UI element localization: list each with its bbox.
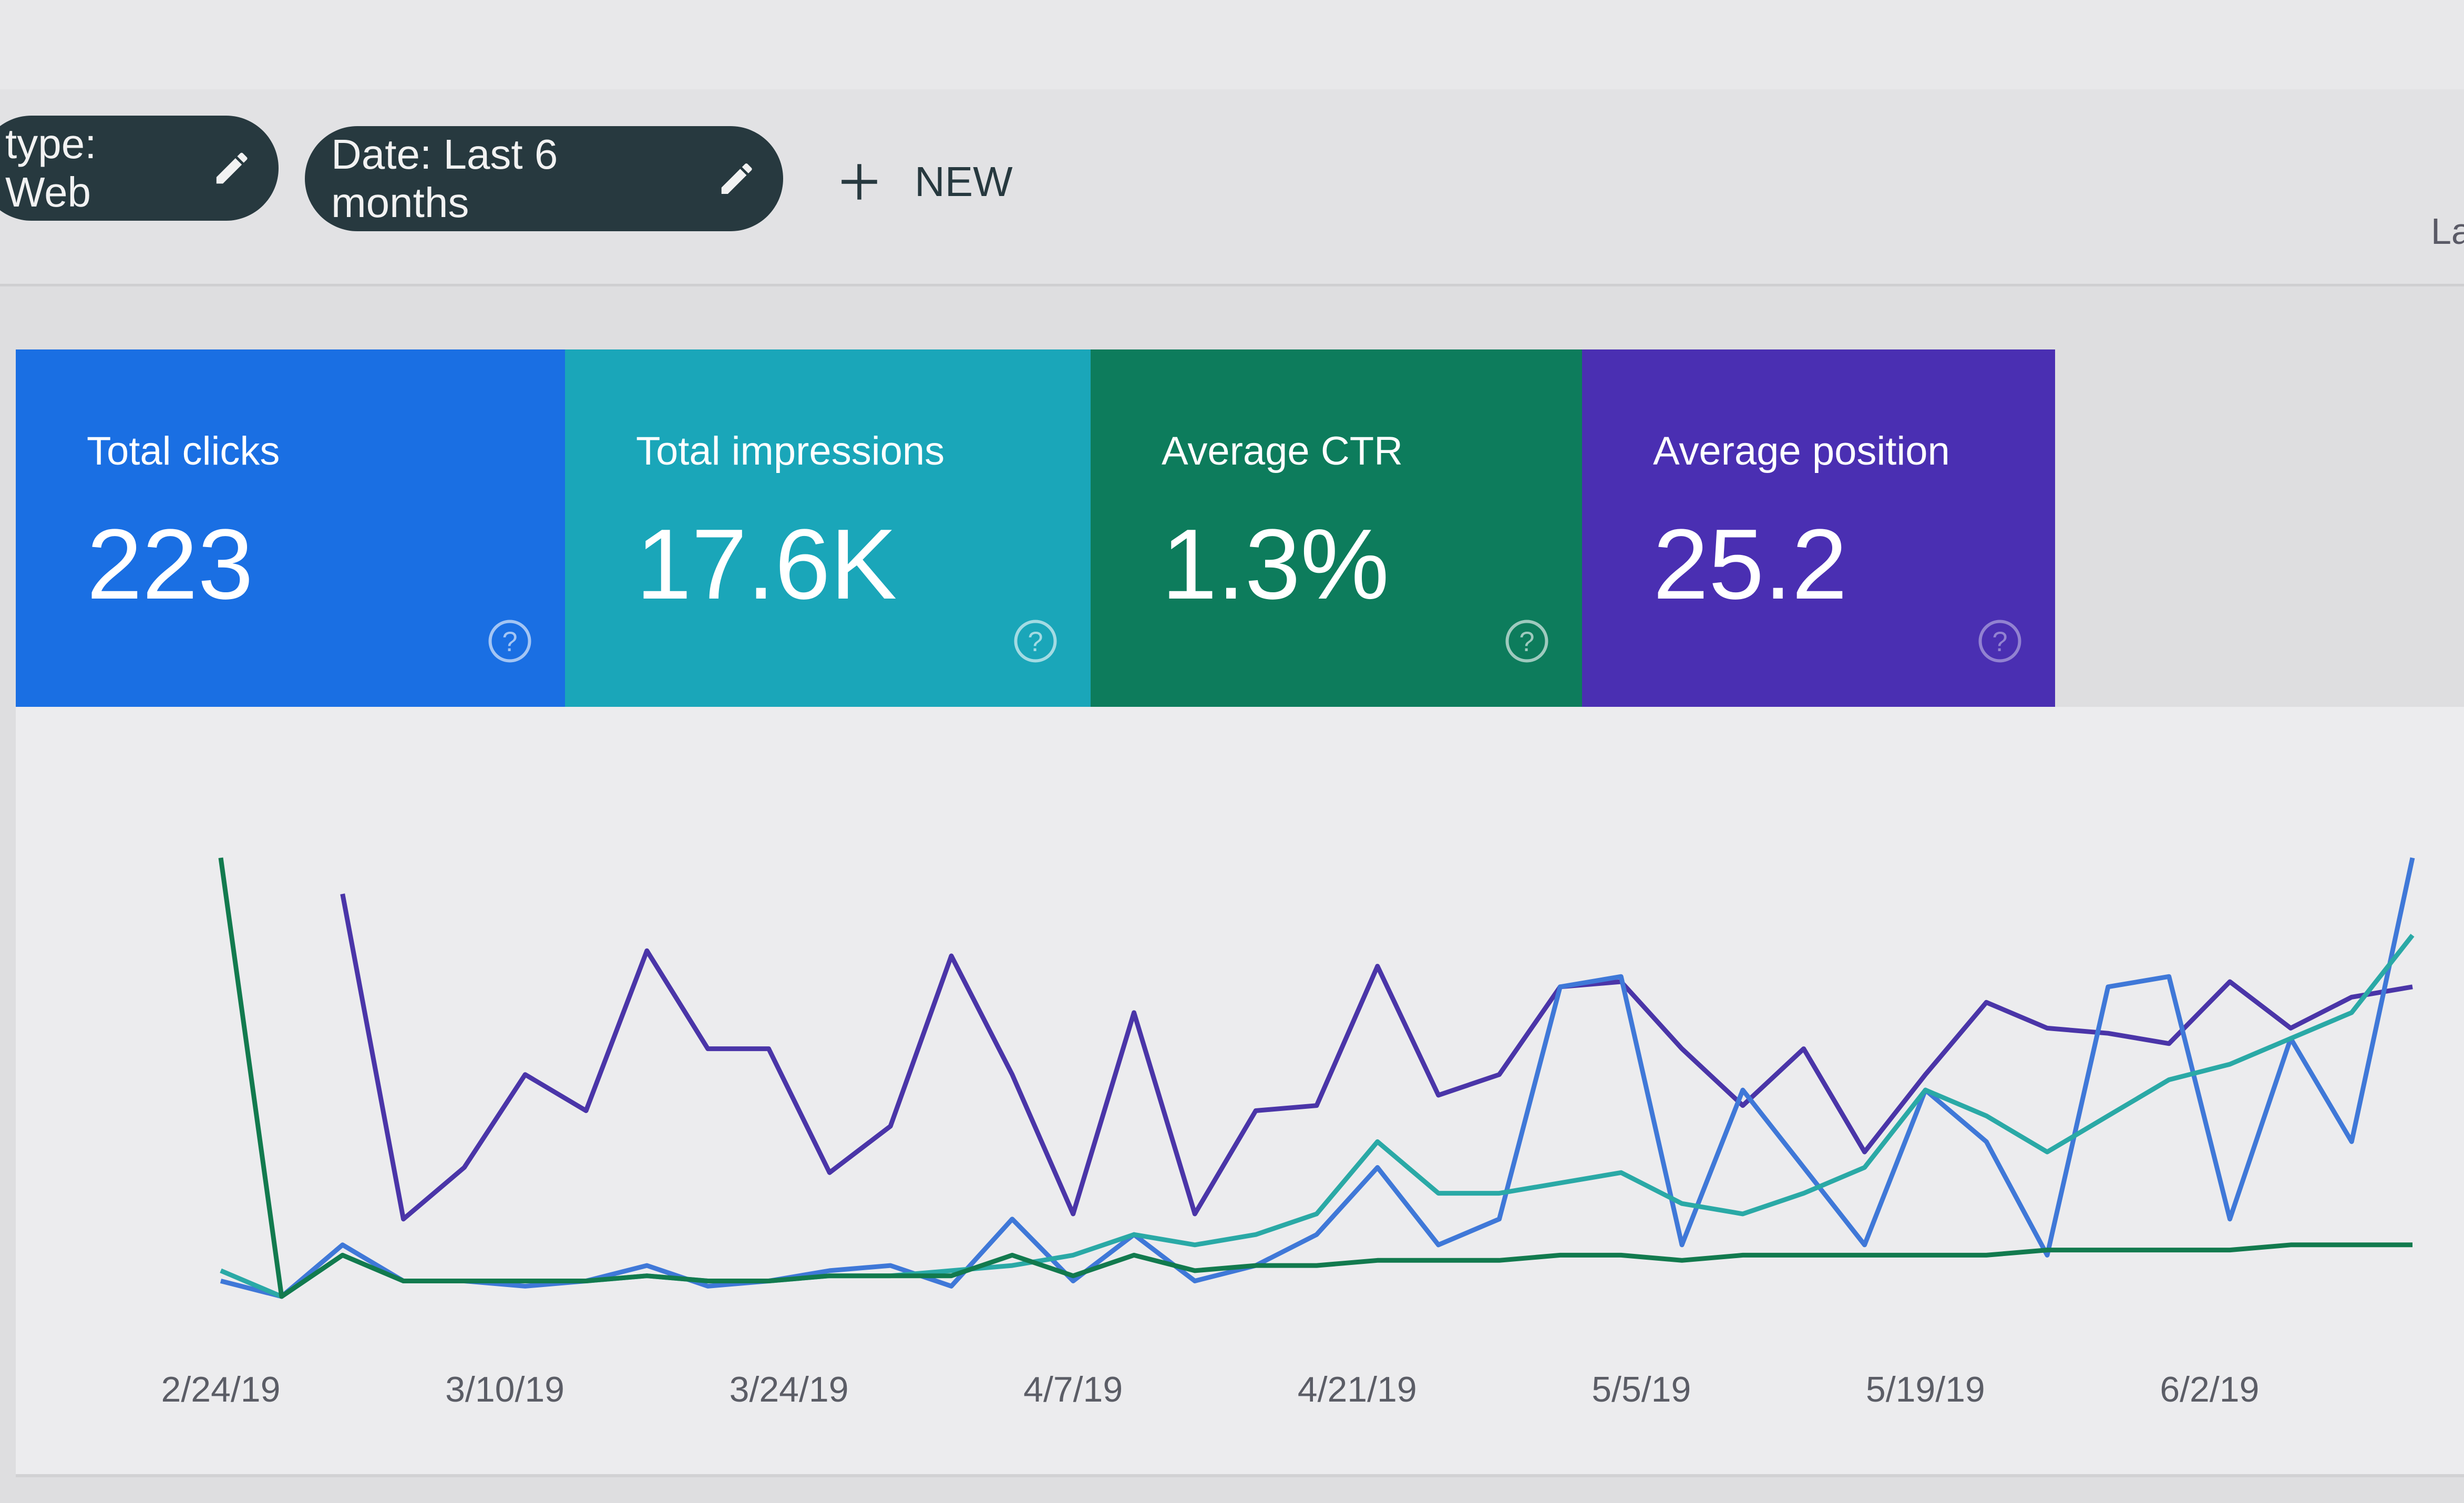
metric-value: 17.6K [636, 509, 897, 620]
metric-value: 25.2 [1653, 509, 1847, 620]
top-band [0, 0, 2464, 91]
help-icon[interactable]: ? [1976, 617, 2024, 665]
date-filter-label: Date: Last 6 months [331, 131, 558, 226]
new-filter-button[interactable]: NEW [836, 158, 1013, 206]
date-filter-chip[interactable]: Date: Last 6 months [305, 126, 783, 231]
x-tick-label: 4/7/19 [1023, 1370, 1123, 1409]
metric-title: Total impressions [636, 429, 945, 473]
x-tick-label: 4/21/19 [1298, 1370, 1417, 1409]
metric-card-total-impressions[interactable]: Total impressions 17.6K ? [565, 349, 1091, 707]
x-tick-label: 5/19/19 [1866, 1370, 1985, 1409]
new-filter-label: NEW [915, 158, 1013, 205]
svg-text:?: ? [1519, 626, 1534, 657]
series-line-2 [220, 933, 2415, 1299]
search-type-label: type: Web [5, 120, 97, 215]
metric-title: Average position [1653, 429, 1950, 473]
metric-value: 1.3% [1162, 509, 1390, 620]
performance-chart-svg: 2/24/19 3/10/19 3/24/19 4/7/19 4/21/19 5/5/19… [161, 857, 2415, 1409]
plus-icon [841, 164, 877, 200]
x-tick-label: 3/10/19 [445, 1370, 564, 1409]
metric-card-average-position[interactable]: Average position 25.2 ? [1582, 349, 2055, 707]
search-type-filter-chip[interactable]: type: Web [0, 116, 279, 221]
series-line-3 [218, 857, 2412, 1299]
help-icon[interactable]: ? [1503, 617, 1551, 665]
cut-off-text: La [2431, 211, 2464, 252]
metric-value: 223 [87, 509, 254, 620]
x-tick-label: 6/2/19 [2160, 1370, 2259, 1409]
x-tick-label: 5/5/19 [1592, 1370, 1691, 1409]
series-line-0 [340, 893, 2413, 1222]
help-icon[interactable]: ? [486, 617, 533, 665]
series-line-1 [220, 857, 2415, 1299]
metric-title: Total clicks [87, 429, 280, 473]
svg-text:?: ? [1992, 626, 2007, 657]
metric-card-average-ctr[interactable]: Average CTR 1.3% ? [1091, 349, 1582, 707]
metric-cards: Total clicks 223 ? Total impressions 17.… [16, 349, 2055, 707]
svg-text:?: ? [1028, 626, 1043, 657]
x-tick-label: 2/24/19 [161, 1370, 281, 1409]
x-tick-label: 3/24/19 [730, 1370, 849, 1409]
performance-chart: 2/24/19 3/10/19 3/24/19 4/7/19 4/21/19 5/5/19… [16, 707, 2464, 1477]
help-icon[interactable]: ? [1012, 617, 1059, 665]
svg-text:?: ? [502, 626, 517, 657]
metric-title: Average CTR [1162, 429, 1403, 473]
pencil-icon[interactable] [716, 158, 757, 200]
metric-card-total-clicks[interactable]: Total clicks 223 ? [16, 349, 565, 707]
pencil-icon[interactable] [211, 147, 252, 189]
